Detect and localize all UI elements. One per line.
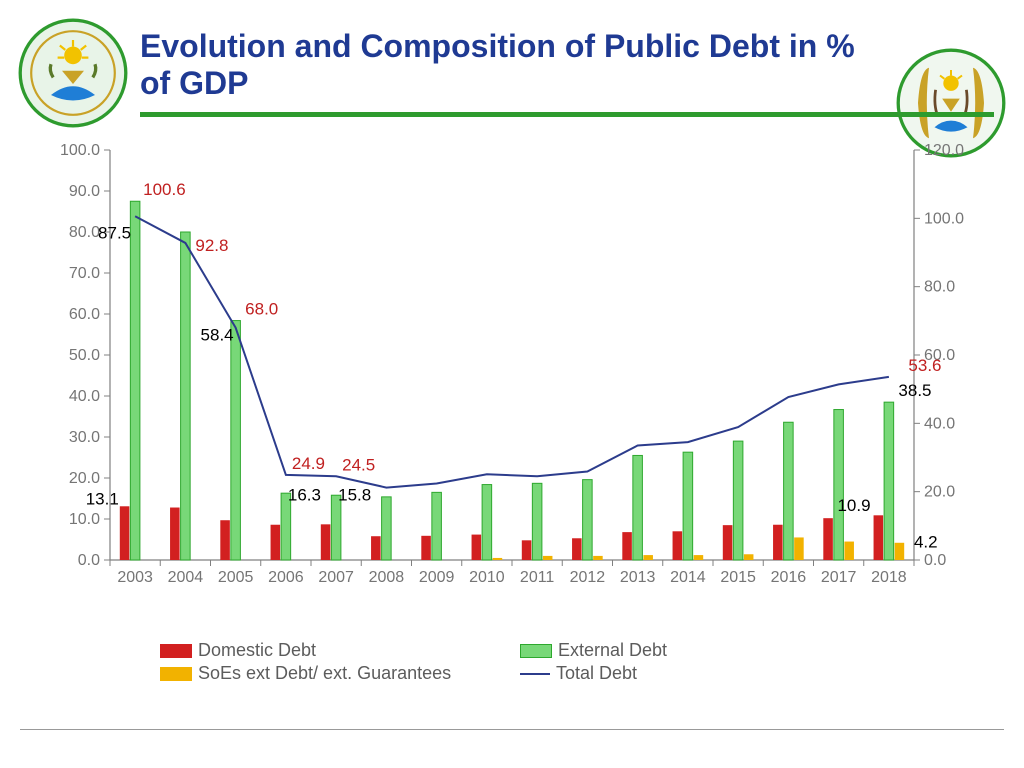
svg-text:2017: 2017 [821, 569, 857, 586]
svg-text:2004: 2004 [168, 569, 204, 586]
svg-text:120.0: 120.0 [924, 142, 964, 159]
header: Evolution and Composition of Public Debt… [140, 28, 874, 102]
legend: Domestic Debt External Debt SoEs ext Deb… [160, 640, 880, 686]
svg-text:40.0: 40.0 [69, 388, 100, 405]
svg-text:16.3: 16.3 [288, 486, 321, 505]
svg-text:2009: 2009 [419, 569, 455, 586]
svg-text:90.0: 90.0 [69, 183, 100, 200]
svg-text:2010: 2010 [469, 569, 505, 586]
svg-text:92.8: 92.8 [195, 236, 228, 255]
legend-swatch [520, 644, 552, 658]
svg-text:0.0: 0.0 [78, 552, 100, 569]
svg-text:2015: 2015 [720, 569, 756, 586]
legend-swatch [160, 667, 192, 681]
page-title: Evolution and Composition of Public Debt… [140, 28, 874, 102]
legend-label: External Debt [558, 640, 667, 661]
svg-text:24.5: 24.5 [342, 455, 375, 474]
svg-text:2007: 2007 [318, 569, 354, 586]
svg-text:40.0: 40.0 [924, 415, 955, 432]
svg-text:70.0: 70.0 [69, 265, 100, 282]
svg-text:80.0: 80.0 [924, 279, 955, 296]
svg-text:100.0: 100.0 [924, 210, 964, 227]
chart-svg: 0.0 10.0 20.0 30.0 40.0 50.0 60.0 70.0 80.0 90.0 1… [40, 140, 984, 600]
legend-item-soes: SoEs ext Debt/ ext. Guarantees [160, 663, 520, 684]
svg-text:13.1: 13.1 [86, 490, 119, 509]
svg-text:30.0: 30.0 [69, 429, 100, 446]
emblem-left [18, 18, 128, 128]
legend-item-total: Total Debt [520, 663, 880, 684]
svg-text:2006: 2006 [268, 569, 304, 586]
svg-text:2018: 2018 [871, 569, 907, 586]
svg-text:87.5: 87.5 [98, 223, 131, 242]
svg-text:2014: 2014 [670, 569, 706, 586]
svg-text:4.2: 4.2 [914, 533, 938, 552]
svg-text:58.4: 58.4 [201, 326, 234, 345]
chart: 0.0 10.0 20.0 30.0 40.0 50.0 60.0 70.0 80.0 90.0 1… [40, 140, 984, 600]
legend-swatch [520, 673, 550, 675]
legend-label: Domestic Debt [198, 640, 316, 661]
legend-label: Total Debt [556, 663, 637, 684]
svg-text:68.0: 68.0 [245, 300, 278, 319]
svg-text:2005: 2005 [218, 569, 254, 586]
legend-item-external: External Debt [520, 640, 880, 661]
svg-text:20.0: 20.0 [924, 484, 955, 501]
svg-text:2013: 2013 [620, 569, 656, 586]
svg-text:100.6: 100.6 [143, 180, 186, 199]
svg-text:2008: 2008 [369, 569, 405, 586]
svg-text:20.0: 20.0 [69, 470, 100, 487]
svg-text:80.0: 80.0 [69, 224, 100, 241]
svg-text:24.9: 24.9 [292, 454, 325, 473]
legend-item-domestic: Domestic Debt [160, 640, 520, 661]
svg-text:2011: 2011 [520, 569, 555, 586]
svg-text:100.0: 100.0 [60, 142, 100, 159]
svg-text:2016: 2016 [771, 569, 807, 586]
legend-swatch [160, 644, 192, 658]
svg-text:2012: 2012 [570, 569, 606, 586]
svg-text:53.6: 53.6 [908, 356, 941, 375]
svg-text:15.8: 15.8 [338, 486, 371, 505]
svg-text:0.0: 0.0 [924, 552, 946, 569]
svg-text:2003: 2003 [117, 569, 153, 586]
slide: Evolution and Composition of Public Debt… [0, 0, 1024, 768]
svg-text:10.0: 10.0 [69, 511, 100, 528]
svg-text:10.9: 10.9 [837, 496, 870, 515]
legend-label: SoEs ext Debt/ ext. Guarantees [198, 663, 451, 684]
svg-text:38.5: 38.5 [898, 381, 931, 400]
title-rule [140, 112, 994, 117]
footer-rule [20, 729, 1004, 730]
svg-text:50.0: 50.0 [69, 347, 100, 364]
svg-text:60.0: 60.0 [69, 306, 100, 323]
